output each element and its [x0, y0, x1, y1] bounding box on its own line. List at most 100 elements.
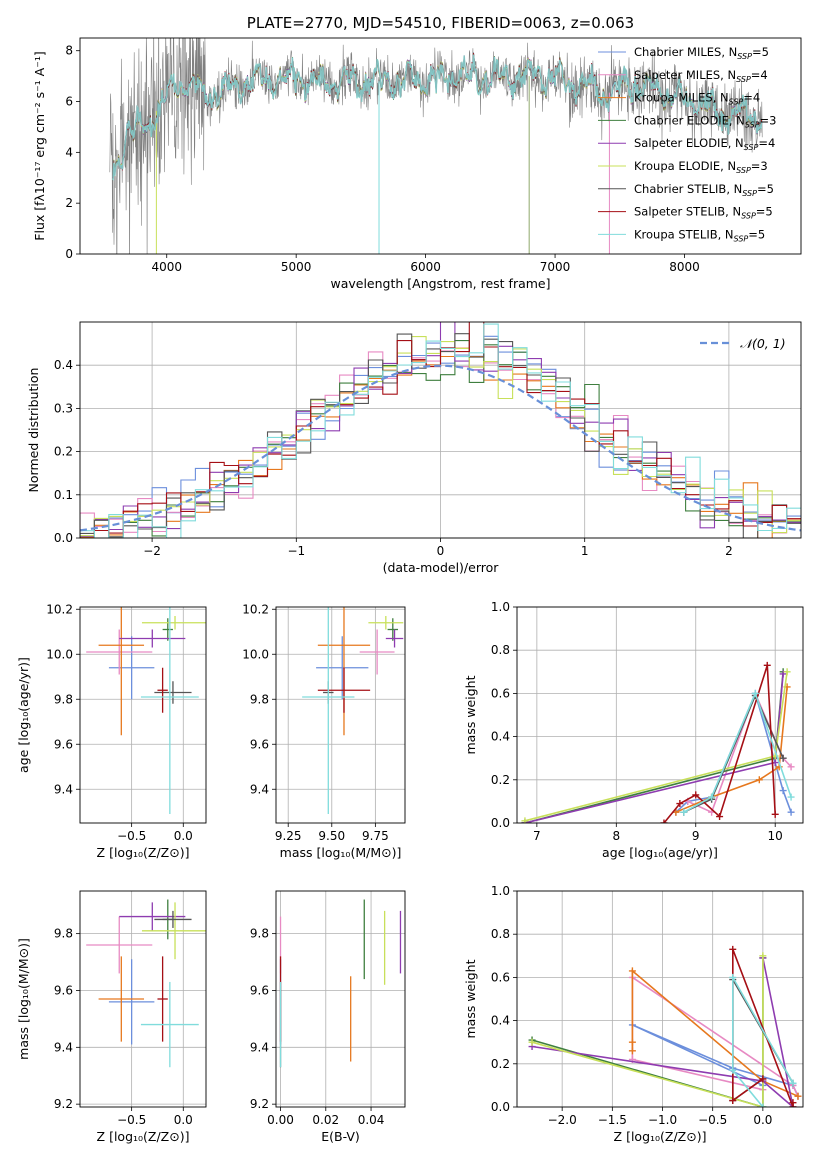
x-tick-label: 0 — [437, 544, 445, 558]
x-axis-label: mass [log₁₀(M/M⊙)] — [280, 845, 402, 860]
y-tick-label: 0.6 — [491, 970, 510, 984]
histogram-salpeter-stelib — [80, 322, 801, 538]
y-tick-label: 0.4 — [491, 1014, 510, 1028]
mass-weight-vs-age-panel: 7 8 9 10 0.0 0.2 0.4 0.6 0.8 1.0 age [log₁₀(age/yr… — [463, 600, 804, 860]
series-line-kroupa-elodie — [524, 671, 788, 822]
axes-frame — [79, 606, 207, 824]
legend-entry: Chabrier ELODIE, NSSP=3 — [634, 113, 776, 129]
data-point-marker — [794, 1092, 802, 1100]
data-point-marker — [628, 967, 636, 975]
y-axis-label: mass weight — [463, 959, 478, 1038]
x-tick-label: 9.75 — [362, 829, 389, 843]
y-tick-label: 8 — [65, 44, 73, 58]
x-axis-label: Z [log₁₀(Z/Z⊙)] — [97, 1129, 190, 1144]
model-fit-line-kroupa-stelib — [111, 54, 763, 181]
chart-title: PLATE=2770, MJD=54510, FIBERID=0063, z=0… — [247, 14, 634, 32]
y-tick-label: 1.0 — [491, 600, 510, 614]
series-line-chabrier-stelib — [683, 693, 784, 813]
y-tick-label: 0.6 — [491, 686, 510, 700]
y-tick-label: 0.0 — [491, 1100, 510, 1114]
data-point-marker — [755, 776, 763, 784]
x-tick-label: 4000 — [151, 260, 182, 274]
spectrum-panel: 4000 5000 6000 7000 8000 0 2 4 6 8 wavelength [Ang… — [32, 14, 802, 291]
x-tick-label: −2 — [143, 544, 161, 558]
x-tick-label: 0.04 — [358, 1113, 385, 1127]
x-tick-label: 0.0 — [174, 829, 193, 843]
y-tick-label: 9.8 — [54, 692, 73, 706]
y-tick-label: 0.2 — [491, 1057, 510, 1071]
x-axis-label: Z [log₁₀(Z/Z⊙)] — [614, 1129, 707, 1144]
data-point-marker — [789, 1079, 797, 1087]
y-tick-label: 0.2 — [54, 445, 73, 459]
data-point-marker — [771, 810, 779, 818]
data-point-marker — [759, 952, 767, 960]
x-tick-label: 7000 — [540, 260, 571, 274]
x-axis-label: age [log₁₀(age/yr)] — [602, 845, 718, 860]
x-tick-label: 8000 — [669, 260, 700, 274]
x-axis-label: (data-model)/error — [383, 560, 500, 575]
axes-frame — [79, 321, 802, 539]
data-point-marker — [783, 668, 791, 676]
y-tick-label: 9.8 — [250, 692, 269, 706]
y-tick-label: 1.0 — [491, 884, 510, 898]
x-tick-label: 5000 — [281, 260, 312, 274]
y-tick-label: 10.2 — [46, 602, 73, 616]
y-tick-label: 9.2 — [54, 1097, 73, 1111]
y-tick-label: 9.4 — [54, 782, 73, 796]
age-vs-metallicity-panel: −0.5 0.0 9.4 9.6 9.8 10.0 10.2 Z [log₁₀(Z/Z⊙)] a… — [16, 602, 207, 860]
data-point-marker — [660, 819, 668, 823]
legend-entry: Salpeter ELODIE, NSSP=4 — [634, 136, 775, 152]
x-tick-label: 0.02 — [312, 1113, 339, 1127]
x-axis-label: Z [log₁₀(Z/Z⊙)] — [97, 845, 190, 860]
legend-entry: Salpeter MILES, NSSP=4 — [634, 68, 768, 84]
axes-frame — [516, 606, 804, 824]
axes-frame — [516, 890, 804, 1108]
x-tick-label: −2.0 — [548, 1113, 577, 1127]
legend: Chabrier MILES, NSSP=5 Salpeter MILES, NS… — [598, 45, 776, 243]
y-tick-label: 4 — [65, 145, 73, 159]
y-tick-label: 9.6 — [250, 737, 269, 751]
data-point-marker — [680, 808, 688, 816]
mass-vs-metallicity-panel: −0.5 0.0 9.2 9.4 9.6 9.8 Z [log₁₀(Z/Z⊙)] mass [… — [16, 890, 207, 1144]
data-point-marker — [787, 793, 795, 801]
y-tick-label: 0.3 — [54, 401, 73, 415]
y-tick-label: 9.2 — [250, 1097, 269, 1111]
y-tick-label: 0.8 — [491, 927, 510, 941]
normal-distribution-curve — [80, 364, 801, 532]
y-tick-label: 0.2 — [491, 773, 510, 787]
data-point-marker — [628, 1047, 636, 1055]
legend-entry: Chabrier MILES, NSSP=5 — [634, 45, 769, 61]
legend-entry: Chabrier STELIB, NSSP=5 — [634, 182, 774, 198]
legend-entry: Kroupa MILES, NSSP=4 — [634, 91, 760, 107]
y-tick-label: 9.8 — [54, 927, 73, 941]
y-tick-label: 9.6 — [54, 737, 73, 751]
x-tick-label: 6000 — [410, 260, 441, 274]
data-point-marker — [763, 661, 771, 669]
y-tick-label: 0.4 — [54, 358, 73, 372]
y-tick-label: 0.4 — [491, 730, 510, 744]
data-point-marker — [676, 800, 684, 808]
x-tick-label: 1 — [581, 544, 589, 558]
x-tick-label: 10 — [768, 829, 783, 843]
data-point-marker — [521, 817, 529, 823]
x-tick-label: −1 — [287, 544, 305, 558]
data-point-marker — [787, 808, 795, 816]
y-tick-label: 10.0 — [242, 647, 269, 661]
axes-frame — [79, 37, 802, 255]
axes-frame — [275, 890, 406, 1108]
y-tick-label: 9.6 — [54, 983, 73, 997]
data-point-marker — [729, 945, 737, 953]
data-point-marker — [789, 1103, 797, 1107]
x-tick-label: 0.0 — [174, 1113, 193, 1127]
legend-entry: Kroupa ELODIE, NSSP=3 — [634, 159, 768, 175]
data-point-marker — [729, 1066, 737, 1074]
y-tick-label: 9.8 — [250, 927, 269, 941]
x-tick-label: 9.25 — [275, 829, 302, 843]
y-tick-label: 9.4 — [54, 1040, 73, 1054]
series-line-salpeter-elodie — [524, 673, 784, 823]
y-tick-label: 9.4 — [250, 1040, 269, 1054]
mass-weight-vs-metallicity-panel: −2.0 −1.5 −1.0 −0.5 0.0 0.0 0.2 0.4 0.6 0.8 1.0 Z [… — [463, 884, 804, 1144]
series-line-chabrier-elodie — [524, 671, 784, 823]
x-tick-label: 0.00 — [267, 1113, 294, 1127]
